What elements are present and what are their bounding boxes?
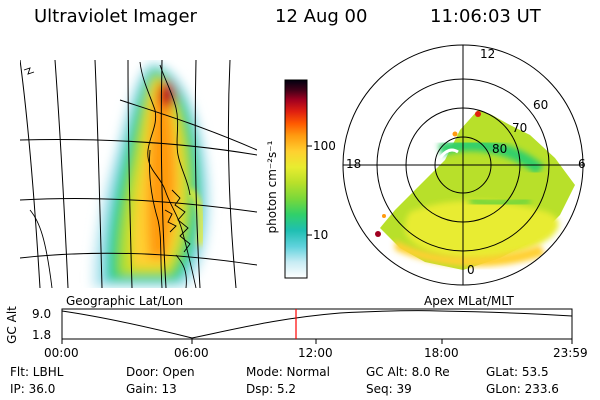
lat-label-60: 60: [533, 98, 549, 112]
altitude-xtick-2359: 23:59: [553, 346, 588, 360]
info-glat: GLat: 53.5: [486, 365, 549, 379]
info-gc-alt: GC Alt: 8.0 Re: [366, 365, 450, 379]
info-glon: GLon: 233.6: [486, 382, 559, 396]
header-date: 12 Aug 00: [275, 6, 368, 27]
colorbar-unit-label: photon cm⁻²s⁻¹: [265, 140, 279, 234]
info-mode: Mode: Normal: [246, 365, 330, 379]
info-door: Door: Open: [126, 365, 195, 379]
info-gain: Gain: 13: [126, 382, 177, 396]
colorbar-tick-10: 10: [313, 228, 329, 242]
lat-label-80: 80: [492, 142, 508, 156]
info-ip: IP: 36.0: [10, 382, 56, 396]
coastlines: [23, 61, 197, 288]
geo-image: [91, 62, 211, 288]
header-time: 11:06:03 UT: [430, 6, 541, 27]
mlt-label-12: 12: [480, 47, 496, 61]
polar-grid: [342, 44, 584, 286]
geo-map-label: Geographic Lat/Lon: [66, 294, 184, 308]
altitude-ylabel: GC Alt: [5, 306, 19, 344]
mlt-label-18: 18: [346, 157, 362, 171]
geo-grid: [20, 60, 257, 288]
polar-map-label: Apex MLat/MLT: [424, 294, 514, 308]
mlt-label-0: 0: [467, 263, 475, 277]
mlt-label-6: 6: [578, 157, 586, 171]
polar-image: [375, 110, 575, 270]
info-flt: Flt: LBHL: [10, 365, 64, 379]
info-dsp: Dsp: 5.2: [246, 382, 297, 396]
colorbar: [284, 79, 308, 279]
colorbar-tick-100: 100: [313, 139, 336, 153]
altitude-plot-frame: [61, 308, 573, 340]
info-seq: Seq: 39: [366, 382, 412, 396]
altitude-ytick-1-8: 1.8: [32, 328, 52, 342]
altitude-ytick-9: 9.0: [32, 307, 52, 321]
altitude-xtick-0000: 00:00: [44, 346, 79, 360]
header-title: Ultraviolet Imager: [34, 6, 197, 27]
altitude-xtick-1800: 18:00: [424, 346, 459, 360]
altitude-xtick-0600: 06:00: [174, 346, 209, 360]
altitude-curve: [61, 310, 573, 339]
altitude-xtick-1200: 12:00: [298, 346, 333, 360]
lat-label-70: 70: [512, 121, 528, 135]
